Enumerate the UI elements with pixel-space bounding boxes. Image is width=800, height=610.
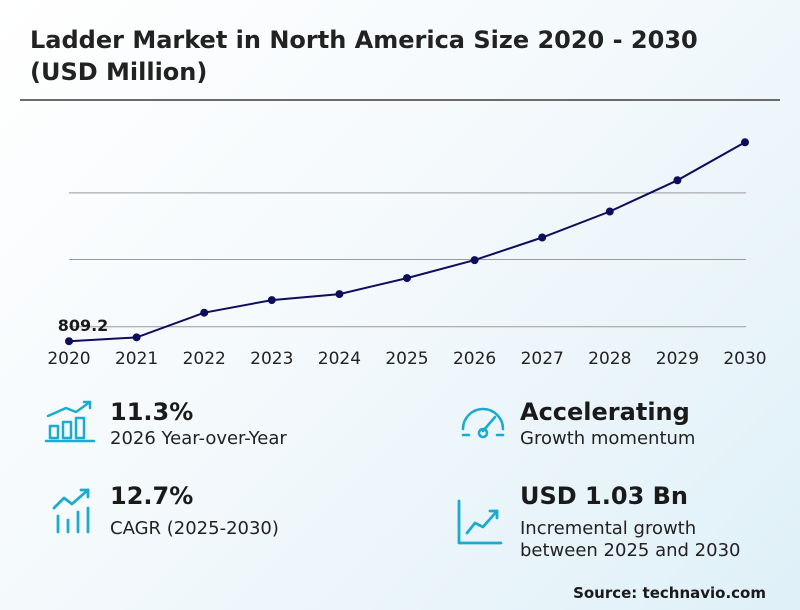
series-line: [68, 141, 746, 343]
stat-yoy-value: 11.3%: [110, 398, 194, 426]
stat-momentum: Accelerating Growth momentum: [520, 398, 695, 450]
stat-incremental-value: USD 1.03 Bn: [520, 482, 688, 510]
data-point-2022: [200, 308, 209, 317]
stat-incremental-label-line2: between 2025 and 2030: [520, 540, 741, 561]
x-tick-label-2024: 2024: [318, 349, 361, 369]
bar-chart-growth-icon: [44, 400, 96, 443]
trend-arrow-bars-icon: [52, 488, 90, 534]
speedometer-icon: [461, 407, 505, 439]
data-point-2030: [741, 138, 749, 147]
stat-yoy-label: 2026 Year-over-Year: [110, 428, 287, 449]
data-point-2020: [65, 337, 73, 346]
data-point-2028: [605, 207, 614, 216]
data-point-2029: [673, 176, 682, 185]
stat-yoy: 11.3% 2026 Year-over-Year: [110, 398, 287, 450]
stat-incremental: USD 1.03 Bn Incremental growth between 2…: [520, 482, 740, 562]
x-tick-label-2023: 2023: [250, 349, 293, 369]
source-credit: Source: technavio.com: [573, 584, 766, 602]
title-divider: [20, 99, 780, 101]
data-label-2020: 809.2: [58, 316, 109, 335]
data-point-2021: [132, 333, 141, 342]
x-tick-label-2027: 2027: [521, 349, 564, 369]
stat-incremental-label-line1: Incremental growth: [520, 518, 697, 539]
x-tick-label-2029: 2029: [656, 349, 699, 369]
data-point-2025: [403, 274, 411, 283]
stat-momentum-value: Accelerating: [520, 398, 690, 426]
stat-cagr-value: 12.7%: [110, 482, 194, 510]
x-tick-label-2022: 2022: [183, 349, 226, 369]
line-chart: 2020 2021 2022 2023 2024 2025 2026 2027 2028 2029…: [47, 138, 767, 369]
x-tick-label-2026: 2026: [453, 349, 496, 369]
stat-momentum-label: Growth momentum: [520, 428, 696, 449]
data-point-2026: [470, 256, 479, 265]
stat-cagr-label: CAGR (2025-2030): [110, 518, 279, 539]
x-tick-label-2020: 2020: [47, 349, 90, 369]
data-point-2024: [335, 290, 344, 299]
stat-cagr: 12.7% CAGR (2025-2030): [110, 482, 279, 540]
data-point-2027: [538, 233, 547, 242]
x-tick-label-2025: 2025: [385, 349, 428, 369]
x-tick-label-2021: 2021: [115, 349, 158, 369]
chart-title: Ladder Market in North America Size 2020…: [30, 26, 698, 86]
line-chart-up-icon: [457, 499, 503, 545]
data-point-2023: [267, 296, 276, 305]
x-tick-label-2030: 2030: [723, 349, 766, 369]
x-tick-label-2028: 2028: [588, 349, 631, 369]
